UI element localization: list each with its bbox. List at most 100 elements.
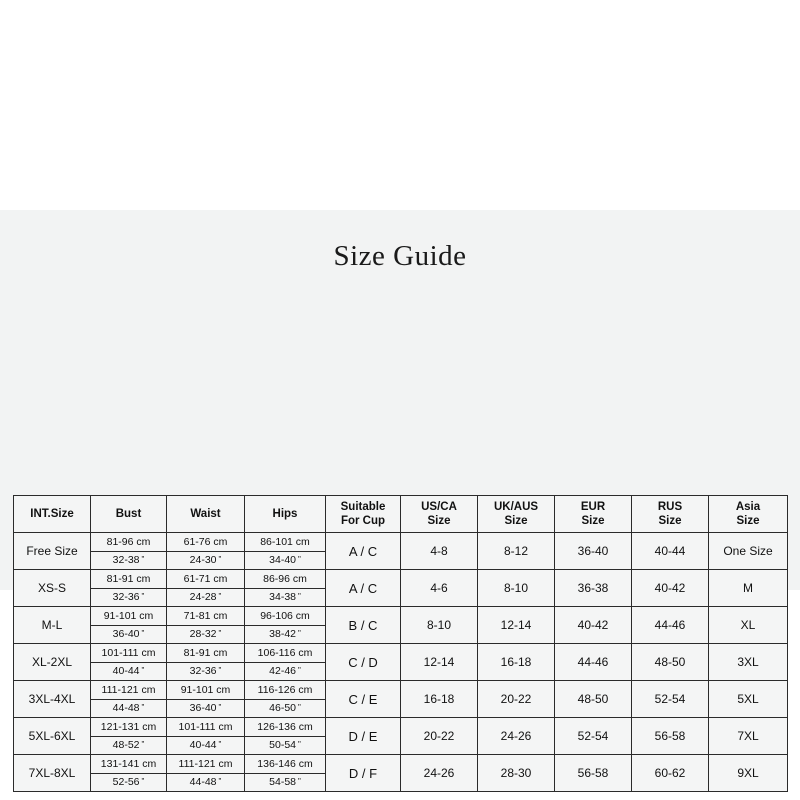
inch-symbol: " (141, 629, 145, 639)
cell-waist-inches: 28-32 " (189, 628, 222, 640)
cell-int-size: Free Size (13, 532, 91, 570)
ukaus-header-line1: UK/AUS (493, 501, 539, 513)
inch-symbol: " (298, 592, 301, 602)
cell-waist: 71-81 cm 28-32 " (166, 606, 245, 644)
column-header-rus-size: RUS Size (631, 495, 709, 533)
cell-waist-inches: 32-36 " (189, 665, 222, 677)
inch-symbol: " (218, 555, 222, 565)
cell-waist-cm: 101-111 cm (167, 718, 244, 737)
cell-waist-cm: 61-76 cm (167, 533, 244, 552)
eur-header-line2: Size (581, 515, 605, 527)
cell-waist-inches: 40-44 " (189, 739, 222, 751)
cell-waist-inches: 24-28 " (189, 591, 222, 603)
inch-symbol: " (141, 703, 145, 713)
cell-waist-inches: 44-48 " (189, 776, 222, 788)
cell-hips: 116-126 cm 46-50 " (244, 680, 326, 718)
cell-eur-size: 44-46 (554, 643, 632, 681)
table-row: 7XL-8XL 131-141 cm 52-56 " 111-121 cm 44-48 " 1… (13, 754, 788, 792)
cell-bust: 101-111 cm 40-44 " (90, 643, 167, 681)
column-header-us-ca-size: US/CA Size (400, 495, 478, 533)
inch-symbol: " (218, 666, 222, 676)
cell-hips-cm: 86-101 cm (245, 533, 325, 552)
inch-symbol: " (141, 666, 145, 676)
inch-symbol: " (141, 777, 145, 787)
cell-int-size: XL-2XL (13, 643, 91, 681)
cell-hips: 126-136 cm 50-54 " (244, 717, 326, 755)
cell-us-ca-size: 4-8 (400, 532, 478, 570)
cell-rus-size: 48-50 (631, 643, 709, 681)
cell-waist-inches: 36-40 " (189, 702, 222, 714)
cell-hips-inches: 38-42 " (269, 628, 301, 640)
rus-header-line1: RUS (657, 501, 683, 513)
inch-symbol: " (218, 592, 222, 602)
cell-eur-size: 36-38 (554, 569, 632, 607)
cell-waist-cm: 91-101 cm (167, 681, 244, 700)
cell-waist: 111-121 cm 44-48 " (166, 754, 245, 792)
cell-uk-aus-size: 8-10 (477, 569, 555, 607)
inch-symbol: " (218, 629, 222, 639)
page-title: Size Guide (333, 240, 467, 272)
size-guide-panel: Size Guide INT.Size Bust Waist Hips Suit… (0, 210, 800, 792)
inch-symbol: " (218, 740, 222, 750)
table-row: XL-2XL 101-111 cm 40-44 " 81-91 cm 32-36 " 106-… (13, 643, 788, 681)
table-row: Free Size 81-96 cm 32-38 " 61-76 cm 24-30 " 86-… (13, 532, 788, 570)
size-chart-container: INT.Size Bust Waist Hips Suitable For Cu… (13, 495, 788, 792)
inch-symbol: " (298, 740, 301, 750)
cell-rus-size: 40-42 (631, 569, 709, 607)
cell-rus-size: 40-44 (631, 532, 709, 570)
cell-hips: 136-146 cm 54-58 " (244, 754, 326, 792)
cell-hips-cm: 126-136 cm (245, 718, 325, 737)
cell-hips-cm: 86-96 cm (245, 570, 325, 589)
cell-uk-aus-size: 12-14 (477, 606, 555, 644)
cell-bust-inches: 32-38 " (112, 554, 145, 566)
cell-suitable-for-cup: D / E (325, 717, 401, 755)
inch-symbol: " (298, 629, 301, 639)
cell-bust: 131-141 cm 52-56 " (90, 754, 167, 792)
cell-uk-aus-size: 8-12 (477, 532, 555, 570)
cell-waist: 81-91 cm 32-36 " (166, 643, 245, 681)
cell-waist-cm: 71-81 cm (167, 607, 244, 626)
cell-us-ca-size: 24-26 (400, 754, 478, 792)
cell-waist-cm: 61-71 cm (167, 570, 244, 589)
inch-symbol: " (298, 703, 301, 713)
cell-bust-inches: 36-40 " (112, 628, 145, 640)
inch-symbol: " (141, 555, 145, 565)
cell-rus-size: 60-62 (631, 754, 709, 792)
cell-bust: 81-96 cm 32-38 " (90, 532, 167, 570)
column-header-waist: Waist (166, 495, 245, 533)
inch-symbol: " (298, 555, 301, 565)
cell-hips-inches: 42-46 " (269, 665, 301, 677)
cell-bust-cm: 81-91 cm (91, 570, 166, 589)
cell-hips-cm: 136-146 cm (245, 755, 325, 774)
cell-suitable-for-cup: A / C (325, 569, 401, 607)
cell-bust: 91-101 cm 36-40 " (90, 606, 167, 644)
table-row: XS-S 81-91 cm 32-36 " 61-71 cm 24-28 " 86-96 cm… (13, 569, 788, 607)
cell-bust-inches: 48-52 " (112, 739, 145, 751)
cell-uk-aus-size: 24-26 (477, 717, 555, 755)
cell-suitable-for-cup: A / C (325, 532, 401, 570)
inch-symbol: " (141, 740, 145, 750)
cell-bust-cm: 121-131 cm (91, 718, 166, 737)
cell-us-ca-size: 20-22 (400, 717, 478, 755)
cell-hips-cm: 96-106 cm (245, 607, 325, 626)
cell-int-size: 7XL-8XL (13, 754, 91, 792)
inch-symbol: " (218, 777, 222, 787)
cell-uk-aus-size: 20-22 (477, 680, 555, 718)
inch-symbol: " (218, 703, 222, 713)
cell-waist: 91-101 cm 36-40 " (166, 680, 245, 718)
cell-rus-size: 52-54 (631, 680, 709, 718)
eur-header-line1: EUR (580, 501, 606, 513)
column-header-suitable-for-cup: Suitable For Cup (325, 495, 401, 533)
cell-eur-size: 40-42 (554, 606, 632, 644)
cell-bust-inches: 52-56 " (112, 776, 145, 788)
cell-rus-size: 56-58 (631, 717, 709, 755)
cup-header-line1: Suitable (340, 501, 386, 513)
column-header-asia-size: Asia Size (708, 495, 788, 533)
cell-hips-inches: 34-40 " (269, 554, 301, 566)
inch-symbol: " (298, 666, 301, 676)
cell-suitable-for-cup: C / D (325, 643, 401, 681)
ukaus-header-line2: Size (504, 515, 528, 527)
size-chart-table: INT.Size Bust Waist Hips Suitable For Cu… (13, 495, 788, 792)
cell-asia-size: 9XL (708, 754, 788, 792)
inch-symbol: " (298, 777, 301, 787)
